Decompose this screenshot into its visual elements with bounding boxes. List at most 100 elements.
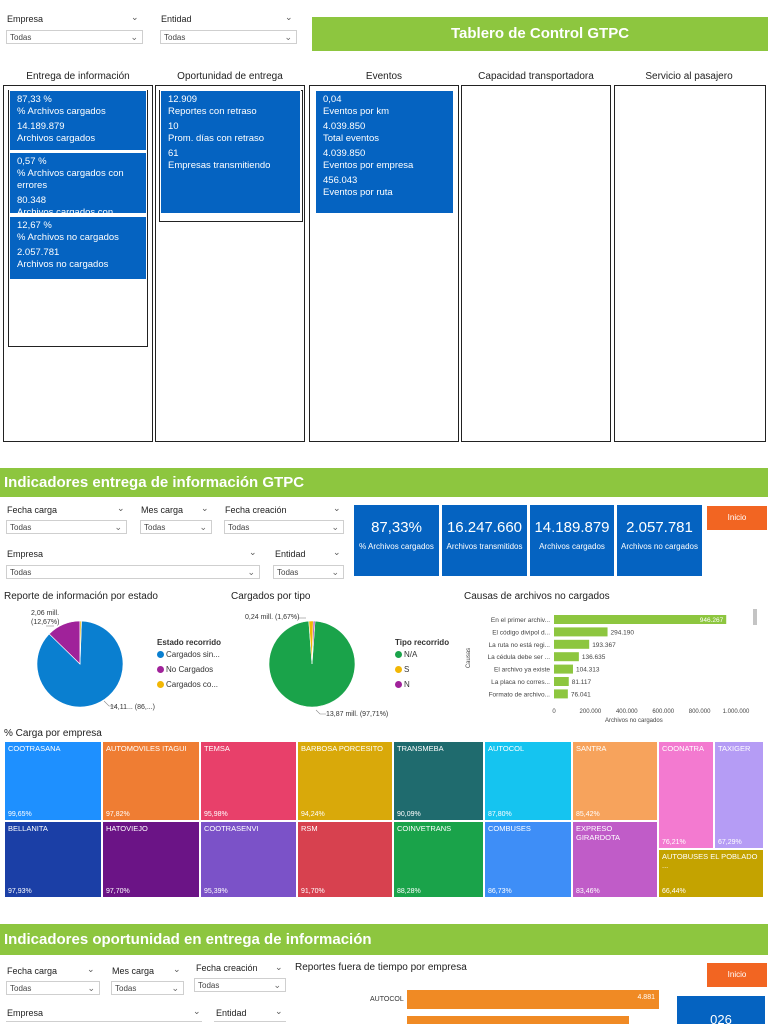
fecha-carga-slicer[interactable]: Todas ⌄ xyxy=(6,520,127,534)
pie2-chart xyxy=(268,617,356,715)
kpi-label: Prom. días con retraso xyxy=(168,133,265,144)
treemap-tile-barbosa-porcesito[interactable]: BARBOSA PORCESITO 94,24% xyxy=(297,741,393,821)
slicer-box-partial[interactable] xyxy=(6,1021,202,1024)
treemap-tile-value: 99,65% xyxy=(8,811,32,818)
empresa2-slicer[interactable]: Todas ⌄ xyxy=(6,565,260,579)
empresa-slicer-label: Empresa xyxy=(7,14,44,24)
treemap-tile-label: COOTRASENVI xyxy=(204,824,259,833)
chevron-down-icon[interactable]: ⌄ xyxy=(285,12,293,22)
treemap-tile-label: COINVETRANS xyxy=(397,824,452,833)
kpi-label: Archivos cargados xyxy=(539,542,605,551)
treemap-tile-automoviles-itagui[interactable]: AUTOMOVILES ITAGUI 97,82% xyxy=(102,741,200,821)
chevron-down-icon[interactable]: ⌄ xyxy=(117,503,125,513)
x-tick-label: 0 xyxy=(552,709,556,715)
legend-label: S xyxy=(404,665,410,674)
treemap-tile-label: COONATRA xyxy=(662,744,704,753)
chevron-down-icon: ⌄ xyxy=(114,522,122,532)
chevron-down-icon[interactable]: ⌄ xyxy=(87,964,95,974)
bar-1[interactable] xyxy=(554,627,608,637)
legend-dot xyxy=(395,666,402,674)
pie-slice-cargados-sin-[interactable] xyxy=(36,620,124,708)
bar-value-label: 294.190 xyxy=(611,629,635,636)
fuera-tiempo-bar-label: AUTOCOL xyxy=(370,996,404,1003)
treemap-tile-autobuses-el-poblado[interactable]: AUTOBUSES EL POBLADO ... 66,44% xyxy=(658,849,764,898)
empresa2-value: Todas xyxy=(10,568,32,577)
pie1-chart xyxy=(36,620,124,708)
treemap-tile-combuses[interactable]: COMBUSES 86,73% xyxy=(484,821,572,898)
bar-3[interactable] xyxy=(554,652,579,662)
pie1-legend-item: No Cargados xyxy=(157,665,213,674)
category-label: La ruta no está regi... xyxy=(489,642,551,649)
treemap-tile-cootrasana[interactable]: COOTRASANA 99,65% xyxy=(4,741,102,821)
kpi-label: Eventos por ruta xyxy=(323,187,393,198)
treemap-tile-transmeba[interactable]: TRANSMEBA 90,09% xyxy=(393,741,484,821)
chevron-down-icon[interactable]: ⌄ xyxy=(275,962,283,972)
entidad-slicer-value: Todas xyxy=(164,33,186,42)
treemap-tile-value: 95,39% xyxy=(204,888,228,895)
inicio-button[interactable]: Inicio xyxy=(707,963,767,987)
treemap-tile-autocol[interactable]: AUTOCOL 87,80% xyxy=(484,741,572,821)
treemap-tile-value: 94,24% xyxy=(301,811,325,818)
entidad-slicer[interactable]: Todas ⌄ xyxy=(160,30,297,44)
chevron-down-icon[interactable]: ⌄ xyxy=(249,547,257,557)
treemap-tile-taxiger[interactable]: TAXIGER 67,29% xyxy=(714,741,764,849)
bar-6[interactable] xyxy=(554,689,568,699)
chevron-down-icon[interactable]: ⌄ xyxy=(333,503,341,513)
treemap-tile-temsa[interactable]: TEMSA 95,98% xyxy=(200,741,297,821)
kpi-value: 10 xyxy=(168,121,179,132)
chevron-down-icon[interactable]: ⌄ xyxy=(333,547,341,557)
treemap-tile-value: 66,44% xyxy=(662,888,686,895)
kpi-label: Archivos cargados xyxy=(17,133,96,144)
column-header-servicio: Servicio al pasajero xyxy=(645,71,733,82)
fecha-carga3-slicer[interactable]: Todas ⌄ xyxy=(6,981,100,995)
fecha-creacion3-slicer[interactable]: Todas ⌄ xyxy=(194,978,286,992)
fecha-creacion-slicer[interactable]: Todas ⌄ xyxy=(224,520,344,534)
treemap-tile-label: SANTRA xyxy=(576,744,607,753)
kpi-label: Empresas transmitiendo xyxy=(168,160,271,171)
mes-carga-label: Mes carga xyxy=(141,505,184,515)
fecha-carga-value: Todas xyxy=(10,523,32,532)
bar-5[interactable] xyxy=(554,677,569,686)
column-frame-servicio xyxy=(614,85,766,442)
bar-4[interactable] xyxy=(554,664,573,674)
slicer-box-partial[interactable] xyxy=(214,1021,286,1024)
treemap-tile-santra[interactable]: SANTRA 85,42% xyxy=(572,741,658,821)
pie-slice-cargados-co-[interactable] xyxy=(79,620,82,665)
chevron-down-icon[interactable]: ⌄ xyxy=(275,1006,283,1016)
chevron-down-icon[interactable]: ⌄ xyxy=(201,503,209,513)
legend-dot xyxy=(395,651,402,659)
kpi-value: 026 xyxy=(710,1012,732,1024)
treemap-tile-label: EXPRESO GIRARDOTA xyxy=(576,824,621,842)
kpi-value: 14.189.879 xyxy=(17,121,65,132)
entidad2-slicer[interactable]: Todas ⌄ xyxy=(273,565,344,579)
treemap-tile-coonatra[interactable]: COONATRA 76,21% xyxy=(658,741,714,849)
chevron-down-icon[interactable]: ⌄ xyxy=(193,1006,201,1016)
treemap-tile-rsm[interactable]: RSM 91,70% xyxy=(297,821,393,898)
carga-empresa-treemap: COOTRASANA 99,65% AUTOMOVILES ITAGUI 97,82%… xyxy=(4,741,764,898)
empresa-slicer[interactable]: Todas ⌄ xyxy=(6,30,143,44)
bar-0[interactable] xyxy=(554,615,727,624)
treemap-tile-cootrasenvi[interactable]: COOTRASENVI 95,39% xyxy=(200,821,297,898)
mes-carga3-value: Todas xyxy=(115,984,137,993)
treemap-tile-hatoviejo[interactable]: HATOVIEJO 97,70% xyxy=(102,821,200,898)
treemap-tile-label: BARBOSA PORCESITO xyxy=(301,744,383,753)
kpi-value: 87,33 % xyxy=(17,94,52,105)
inicio-button[interactable]: Inicio xyxy=(707,506,767,530)
treemap-tile-expreso-girardota[interactable]: EXPRESO GIRARDOTA 83,46% xyxy=(572,821,658,898)
treemap-tile-coinvetrans[interactable]: COINVETRANS 88,28% xyxy=(393,821,484,898)
chevron-down-icon[interactable]: ⌄ xyxy=(131,12,139,22)
category-label: La cédula debe ser ... xyxy=(487,654,550,661)
bar-2[interactable] xyxy=(554,639,590,649)
pie2-title: Cargados por tipo xyxy=(231,591,311,602)
kpi-label: Total eventos xyxy=(323,133,379,144)
pie-slice-n[interactable] xyxy=(311,620,316,665)
kpi-value: 80.348 xyxy=(17,195,47,206)
pie2-legend-item: N xyxy=(395,680,410,689)
treemap-tile-bellanita[interactable]: BELLANITA 97,93% xyxy=(4,821,102,898)
mes-carga3-slicer[interactable]: Todas ⌄ xyxy=(111,981,184,995)
treemap-tile-label: AUTOMOVILES ITAGUI xyxy=(106,744,187,753)
scrollbar[interactable] xyxy=(753,609,757,625)
chevron-down-icon[interactable]: ⌄ xyxy=(173,964,181,974)
x-tick-label: 400.000 xyxy=(616,709,638,715)
mes-carga-slicer[interactable]: Todas ⌄ xyxy=(140,520,212,534)
